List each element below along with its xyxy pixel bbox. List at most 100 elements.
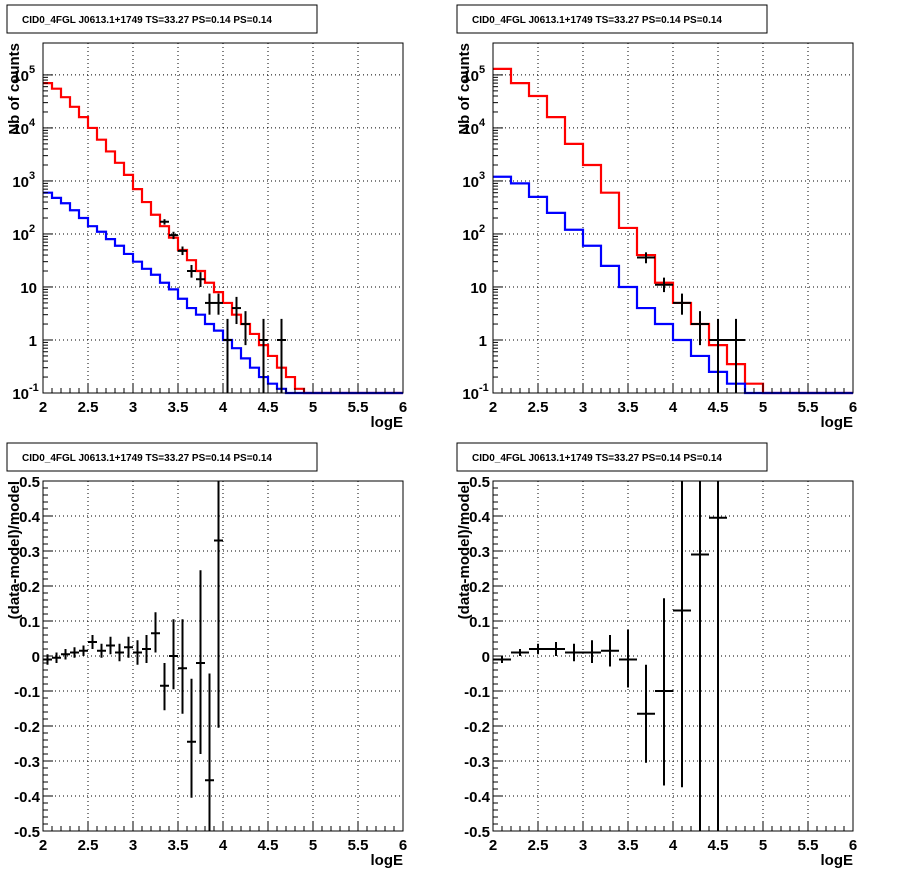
data-point	[214, 293, 223, 315]
data-point	[133, 640, 142, 665]
data-point	[169, 619, 178, 690]
data-point	[52, 652, 61, 663]
y-tick-label: -0.1	[464, 684, 490, 701]
histogram-series-0	[43, 82, 403, 395]
x-tick-label: 5	[759, 399, 767, 416]
x-tick-label: 6	[849, 837, 857, 854]
x-tick-label: 5	[309, 399, 317, 416]
y-tick-label: 10 3	[462, 170, 485, 191]
x-tick-label: 3.5	[618, 399, 639, 416]
y-tick-label: 0.4	[469, 509, 491, 526]
x-tick-label: 5	[759, 837, 767, 854]
chart-title: CID0_4FGL J0613.1+1749 TS=33.27 PS=0.14 …	[22, 15, 272, 26]
data-point	[655, 598, 673, 786]
data-point	[169, 231, 178, 240]
x-tick-label: 2	[489, 399, 497, 416]
y-tick-label: 0.5	[469, 474, 490, 491]
y-tick-exponent: 2	[479, 223, 485, 235]
y-tick-base: 10	[12, 386, 29, 403]
data-point	[196, 570, 205, 754]
data-point	[709, 318, 727, 393]
x-axis-title: logE	[821, 414, 854, 431]
y-tick-label: -0.4	[14, 789, 41, 806]
x-tick-label: 2	[39, 399, 47, 416]
data-point	[160, 663, 169, 711]
title-box	[6, 442, 318, 472]
y-tick-exponent: 3	[479, 170, 485, 182]
data-point	[529, 643, 547, 655]
x-axis-title: logE	[821, 852, 854, 869]
y-tick-label: -0.3	[464, 754, 490, 771]
y-tick-base: 10	[462, 386, 479, 403]
y-tick-base: 10	[12, 227, 29, 244]
y-axis-title: Nb of counts	[456, 43, 473, 135]
x-tick-label: 4	[669, 837, 678, 854]
data-point	[583, 640, 601, 663]
y-tick-base: 1	[29, 333, 37, 350]
x-tick-label: 2.5	[78, 399, 99, 416]
x-tick-label: 2.5	[528, 399, 549, 416]
y-axis-title: (data-model)/model	[6, 481, 23, 619]
data-point	[673, 481, 691, 788]
y-tick-label: 0.5	[19, 474, 40, 491]
x-tick-label: 4.5	[258, 399, 279, 416]
data-point	[727, 318, 745, 393]
y-tick-label: 10 5	[12, 64, 35, 85]
y-tick-base: 10	[20, 280, 37, 297]
y-tick-exponent: 2	[29, 223, 35, 235]
data-point	[88, 635, 97, 649]
data-point	[214, 481, 223, 728]
y-tick-base: 10	[470, 280, 487, 297]
panel-bottom-right: CID0_4FGL J0613.1+1749 TS=33.27 PS=0.14 …	[456, 442, 857, 869]
y-tick-base: 10	[462, 121, 479, 138]
y-tick-exponent: 4	[29, 117, 36, 129]
x-tick-label: 2.5	[528, 837, 549, 854]
y-tick-label: 0.3	[19, 544, 40, 561]
x-tick-label: 3.5	[168, 399, 189, 416]
x-tick-label: 5.5	[348, 399, 369, 416]
x-tick-label: 2.5	[78, 837, 99, 854]
data-point	[142, 635, 151, 663]
y-tick-label: -0.4	[464, 789, 491, 806]
y-tick-label: 0.3	[469, 544, 490, 561]
y-tick-label: 10 4	[12, 117, 36, 138]
y-tick-label: 0.1	[469, 614, 490, 631]
data-point	[691, 481, 709, 831]
x-tick-label: 3	[129, 837, 137, 854]
data-point	[511, 649, 529, 656]
y-tick-label: -0.5	[14, 824, 40, 841]
x-tick-label: 4.5	[708, 399, 729, 416]
y-tick-exponent: 4	[479, 117, 486, 129]
y-tick-label: 0.2	[469, 579, 490, 596]
panel-top-left: CID0_4FGL J0613.1+1749 TS=33.27 PS=0.14 …	[6, 4, 407, 431]
y-tick-label: 10 2	[462, 223, 485, 244]
data-point	[232, 296, 241, 325]
histogram-series-0	[493, 67, 853, 395]
chart-title: CID0_4FGL J0613.1+1749 TS=33.27 PS=0.14 …	[472, 453, 722, 464]
y-tick-exponent: -1	[479, 382, 489, 394]
y-tick-label: 1	[29, 333, 37, 350]
data-point	[691, 311, 709, 346]
data-point	[178, 246, 187, 256]
y-tick-exponent: 5	[479, 64, 485, 76]
y-axis-title: (data-model)/model	[456, 481, 473, 619]
data-point	[259, 318, 268, 393]
y-tick-label: -0.3	[14, 754, 40, 771]
y-tick-label: 10 4	[462, 117, 486, 138]
y-tick-base: 10	[12, 121, 29, 138]
y-tick-label: 10 2	[12, 223, 35, 244]
data-point	[709, 481, 727, 831]
x-axis-title: logE	[371, 852, 404, 869]
data-point	[673, 293, 691, 315]
y-tick-label: 10 -1	[462, 382, 488, 403]
x-tick-label: 6	[399, 837, 407, 854]
data-point	[70, 647, 79, 658]
y-tick-base: 10	[462, 227, 479, 244]
y-tick-exponent: 5	[29, 64, 35, 76]
y-tick-label: 0	[482, 649, 490, 666]
y-tick-label: 10 5	[462, 64, 485, 85]
x-tick-label: 5	[309, 837, 317, 854]
y-tick-label: -0.1	[14, 684, 40, 701]
x-tick-label: 5.5	[348, 837, 369, 854]
